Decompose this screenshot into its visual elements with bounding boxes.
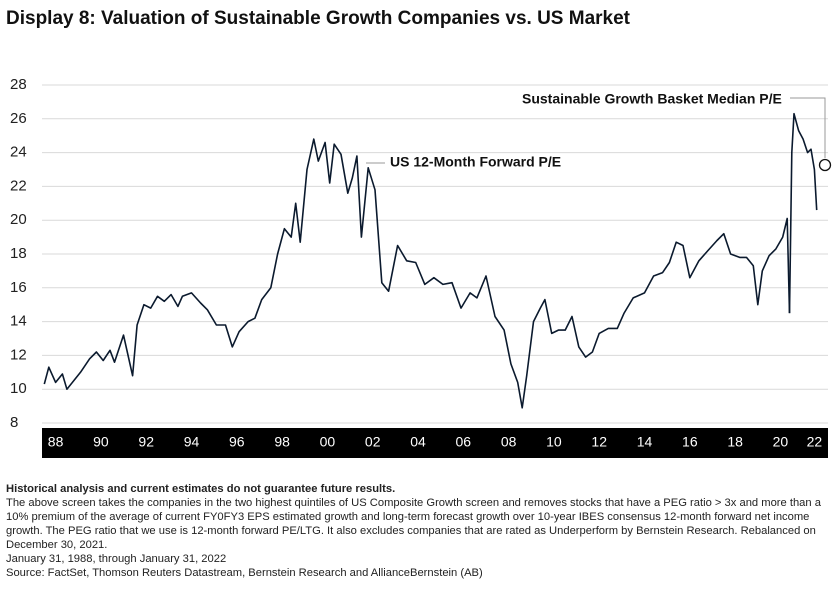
x-tick-label: 10 <box>546 434 562 450</box>
plot <box>43 112 818 409</box>
annotation-marker <box>818 158 832 172</box>
y-tick-label: 28 <box>10 76 27 93</box>
y-tick-label: 18 <box>10 245 27 262</box>
notes-heading: Historical analysis and current estimate… <box>6 483 396 495</box>
y-tick-label: 22 <box>10 177 27 194</box>
series-annotation: US 12-Month Forward P/E <box>390 154 561 170</box>
chart-title: Display 8: Valuation of Sustainable Grow… <box>6 8 631 29</box>
x-tick-label: 94 <box>184 434 200 450</box>
series-line <box>788 112 818 314</box>
y-tick-label: 16 <box>10 279 27 296</box>
y-tick-label: 10 <box>10 380 27 397</box>
x-tick-label: 14 <box>637 434 653 450</box>
annotation-leader <box>790 97 826 158</box>
notes: Historical analysis and current estimate… <box>6 482 834 580</box>
x-axis-band <box>42 428 828 458</box>
x-tick-label: 20 <box>773 434 789 450</box>
series-annotation: Sustainable Growth Basket Median P/E <box>522 91 782 107</box>
y-tick-label: 12 <box>10 346 27 363</box>
x-tick-label: 02 <box>365 434 381 450</box>
note: Source: FactSet, Thomson Reuters Datastr… <box>6 567 483 579</box>
x-tick-label: 00 <box>320 434 336 450</box>
chart: Display 8: Valuation of Sustainable Grow… <box>6 8 832 458</box>
y-tick-label: 24 <box>10 144 27 161</box>
note: January 31, 1988, through January 31, 20… <box>6 553 227 565</box>
x-tick-label: 98 <box>274 434 290 450</box>
x-tick-label: 06 <box>456 434 472 450</box>
series-line <box>43 138 791 409</box>
x-tick-label: 88 <box>48 434 64 450</box>
x-tick-label: 16 <box>682 434 698 450</box>
x-tick-label: 90 <box>93 434 109 450</box>
x-tick-label: 18 <box>727 434 743 450</box>
y-tick-label: 8 <box>10 414 18 431</box>
x-tick-label: 12 <box>591 434 607 450</box>
x-tick-label: 92 <box>138 434 154 450</box>
x-tick-label: 22 <box>807 434 823 450</box>
x-tick-label: 08 <box>501 434 517 450</box>
y-tick-label: 20 <box>10 211 27 228</box>
x-tick-label: 04 <box>410 434 426 450</box>
y-tick-label: 14 <box>10 313 27 330</box>
note: The above screen takes the companies in … <box>6 497 821 551</box>
grid: 8 10 12 14 16 18 20 22 24 26 28 88 90 92 94 96 98 00 02 04 0… <box>10 76 828 450</box>
x-tick-label: 96 <box>229 434 245 450</box>
y-tick-label: 26 <box>10 110 27 127</box>
